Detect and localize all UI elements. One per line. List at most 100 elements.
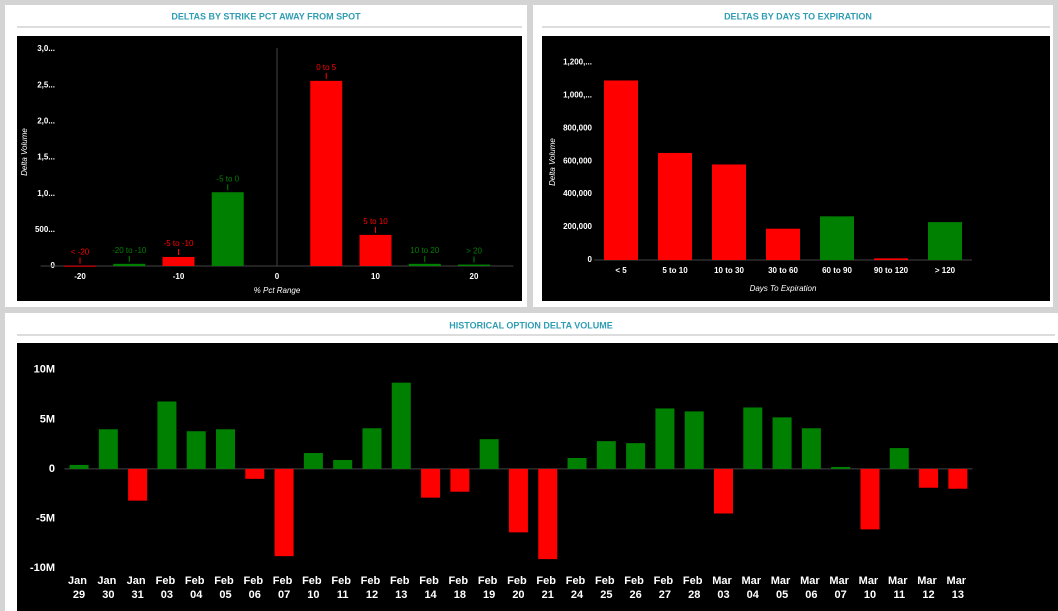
x-tick-label: Mar 04 <box>741 575 764 601</box>
x-axis-label: Days To Expiration <box>750 284 817 293</box>
bar <box>391 382 411 469</box>
y-tick-label: 1,200,... <box>563 57 592 66</box>
x-tick-label: < 5 <box>615 266 627 275</box>
x-tick-label: Feb 13 <box>390 575 413 601</box>
bar <box>596 441 616 469</box>
x-tick-label: 20 <box>470 272 479 281</box>
bar <box>801 428 821 469</box>
x-tick-label: Feb 06 <box>243 575 266 601</box>
bar <box>113 263 146 266</box>
x-tick-label-part: Feb <box>243 575 266 587</box>
x-tick-label-part: 30 <box>102 589 114 601</box>
x-tick-label-part: Feb <box>361 575 384 587</box>
x-tick-label: Feb 26 <box>624 575 647 601</box>
x-tick-label-part: 13 <box>952 589 964 601</box>
data-label: < -20 <box>71 248 90 257</box>
x-tick-label-part: Mar <box>888 575 911 587</box>
bar <box>712 164 746 260</box>
bar <box>408 263 441 266</box>
x-tick-label-part: 25 <box>600 589 612 601</box>
bar <box>860 468 880 530</box>
x-tick-label: Mar 07 <box>829 575 852 601</box>
x-tick-label: Feb 07 <box>273 575 296 601</box>
x-tick-label-part: 12 <box>366 589 378 601</box>
bar <box>538 468 558 560</box>
bar <box>362 428 382 469</box>
bar <box>450 468 470 492</box>
x-tick-label: 10 to 30 <box>714 266 744 275</box>
x-tick-label-part: Mar <box>829 575 852 587</box>
bar <box>919 468 939 488</box>
bar <box>69 464 89 469</box>
data-label: -5 to -10 <box>164 239 194 248</box>
chart-title: DELTAS BY DAYS TO EXPIRATION <box>724 11 872 21</box>
x-tick-label-part: 06 <box>249 589 261 601</box>
bar <box>604 80 638 261</box>
bar <box>216 429 236 469</box>
bar <box>766 228 800 260</box>
x-tick-label: Feb 10 <box>302 575 325 601</box>
x-tick-label-part: Feb <box>478 575 501 587</box>
x-tick-label: Feb 21 <box>536 575 559 601</box>
x-tick-label-part: 10 <box>307 589 319 601</box>
bar <box>310 80 343 266</box>
y-tick-label: 600,000 <box>563 156 592 165</box>
bar <box>333 459 353 469</box>
x-tick-label-part: Feb <box>536 575 559 587</box>
x-tick-label-part: Feb <box>683 575 706 587</box>
x-tick-label: Feb 04 <box>185 575 208 601</box>
bar <box>772 417 792 469</box>
x-tick-label-part: Mar <box>771 575 794 587</box>
x-tick-label: Mar 13 <box>947 575 970 601</box>
bar <box>743 407 763 469</box>
x-tick-label-part: Feb <box>595 575 618 587</box>
x-tick-label-part: Jan <box>97 575 119 587</box>
y-tick-label: 1,0... <box>37 189 55 198</box>
x-tick-label: 0 <box>275 272 280 281</box>
bar <box>479 439 499 469</box>
data-label: 0 to 5 <box>316 63 337 72</box>
x-tick-label-part: 05 <box>219 589 231 601</box>
x-tick-label-part: Jan <box>68 575 90 587</box>
x-tick-label-part: 04 <box>190 589 203 601</box>
x-tick-label: 90 to 120 <box>874 266 909 275</box>
x-tick-label-part: Feb <box>566 575 589 587</box>
y-tick-label: 800,000 <box>563 123 592 132</box>
y-tick-label: 2,5... <box>37 80 55 89</box>
y-tick-label: 200,000 <box>563 222 592 231</box>
x-tick-label-part: Feb <box>156 575 179 587</box>
x-tick-label-part: 14 <box>424 589 437 601</box>
x-tick-label-part: 24 <box>571 589 584 601</box>
bar <box>889 448 909 469</box>
bar <box>831 466 851 469</box>
bar <box>658 152 692 260</box>
data-label: 10 to 20 <box>410 246 439 255</box>
plot-area <box>17 343 1058 611</box>
x-tick-label-part: 06 <box>805 589 817 601</box>
x-tick-label: Mar 11 <box>888 575 911 601</box>
x-tick-label-part: 05 <box>776 589 788 601</box>
bar <box>274 468 294 557</box>
x-tick-label-part: Feb <box>654 575 677 587</box>
bar <box>211 192 244 266</box>
bar <box>874 258 908 260</box>
bar <box>157 401 177 469</box>
x-tick-label: Mar 12 <box>917 575 940 601</box>
bar <box>567 458 587 469</box>
x-tick-label: Feb 12 <box>361 575 384 601</box>
x-tick-label-part: 21 <box>542 589 554 601</box>
y-tick-label: -10M <box>30 562 55 574</box>
chart-title: HISTORICAL OPTION DELTA VOLUME <box>449 320 613 330</box>
x-tick-label-part: 26 <box>629 589 641 601</box>
x-tick-label: Feb 05 <box>214 575 237 601</box>
x-tick-label-part: Jan <box>127 575 149 587</box>
bar <box>714 468 734 514</box>
x-tick-label-part: Feb <box>419 575 442 587</box>
x-tick-label-part: Feb <box>507 575 530 587</box>
y-tick-label: 5M <box>40 413 55 425</box>
y-tick-label: -5M <box>36 512 55 524</box>
x-tick-label-part: Feb <box>449 575 472 587</box>
bar <box>948 468 968 489</box>
x-tick-label-part: Mar <box>800 575 823 587</box>
